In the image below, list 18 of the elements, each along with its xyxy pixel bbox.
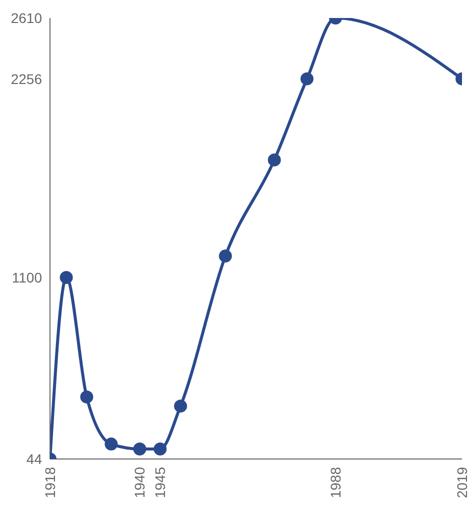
y-tick-label: 1100 (12, 269, 42, 286)
point (268, 153, 281, 166)
x-tick-label: 1945 (152, 466, 168, 498)
y-tick-label: 2610 (10, 10, 42, 26)
point (218, 250, 232, 263)
point (300, 72, 314, 86)
point (133, 442, 146, 456)
x-tick-label: 1988 (328, 466, 344, 498)
point (174, 400, 188, 413)
x-tick-label: 1940 (132, 466, 148, 498)
y-tick-label: 44 (26, 450, 42, 467)
x-tick-label: 2019 (454, 466, 470, 498)
y-tick-label: 2256 (10, 70, 42, 87)
x-tick-label: 1918 (42, 466, 58, 498)
point (60, 271, 73, 284)
point (154, 442, 167, 456)
point (104, 438, 118, 451)
point (80, 390, 94, 404)
